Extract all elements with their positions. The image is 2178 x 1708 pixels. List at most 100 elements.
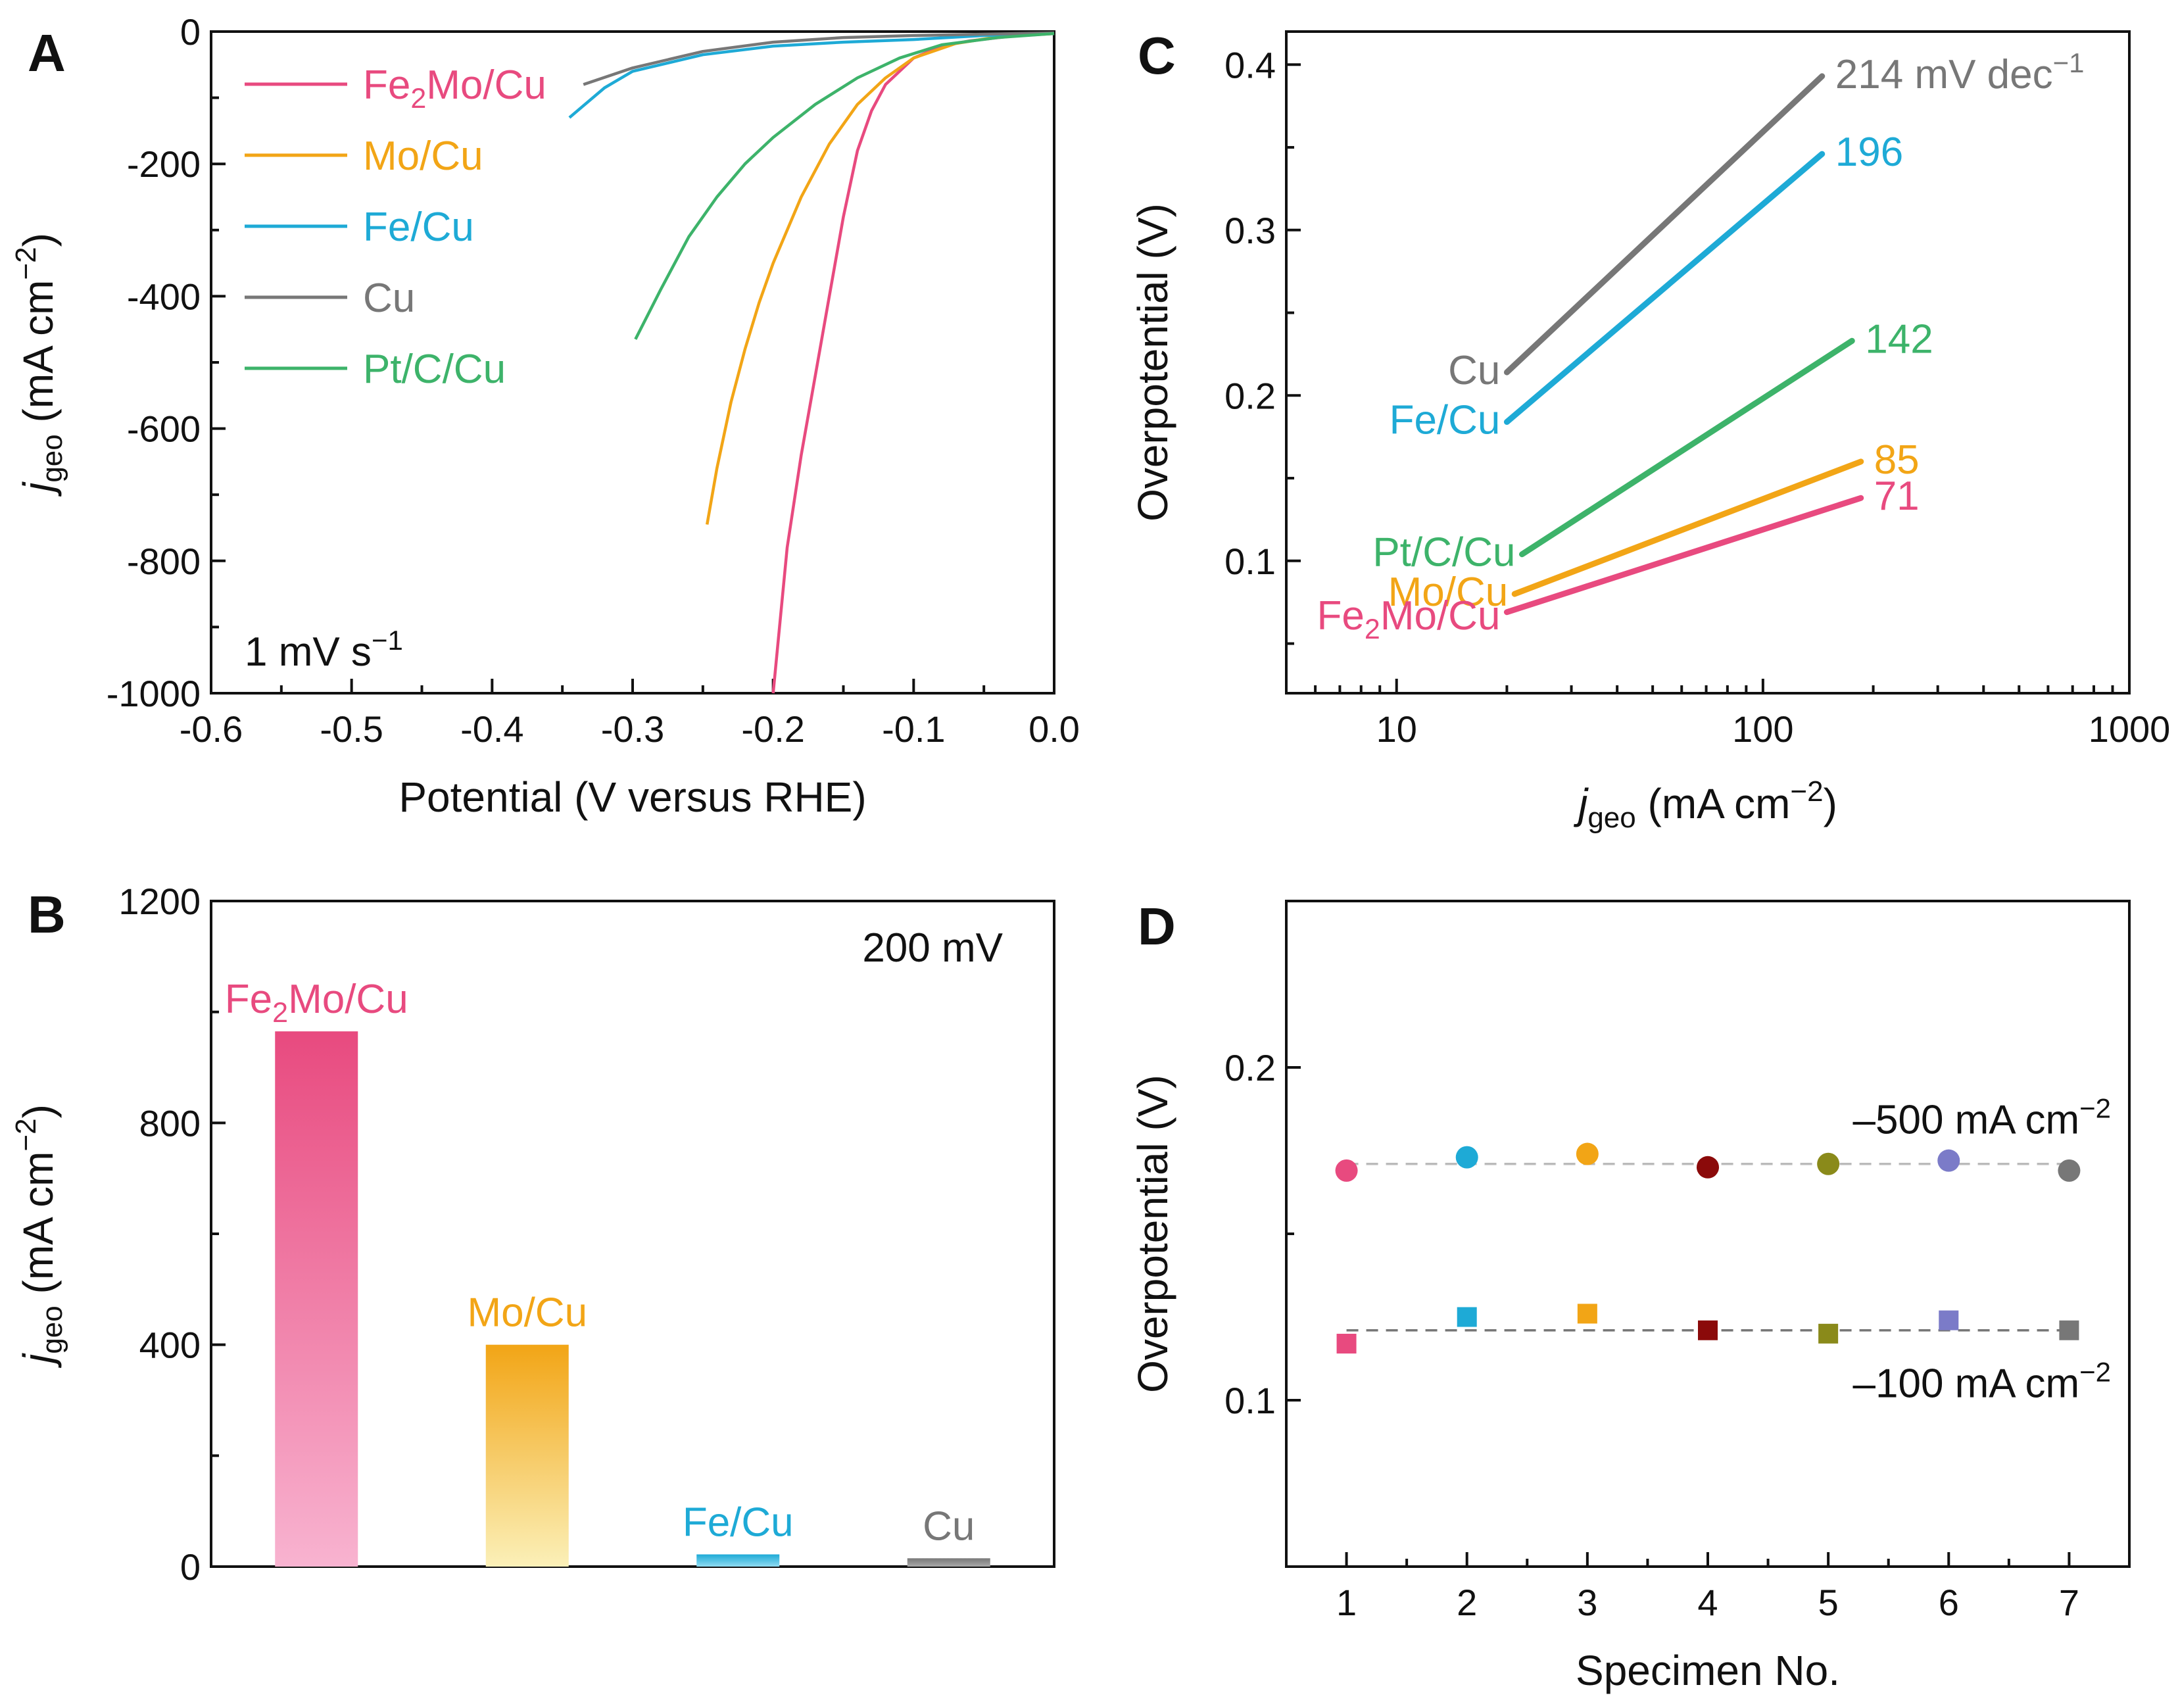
panel-a-ytick-label: -200: [127, 143, 201, 185]
panel-c-label-4-rest: Mo/Cu: [1380, 593, 1501, 639]
panel-c-tafel-value: 85: [1874, 437, 1920, 483]
panel-label-b: B: [28, 885, 66, 944]
panel-d-point-1-4: [1818, 1323, 1839, 1344]
panel-d-point-1-6: [2059, 1320, 2079, 1340]
panel-c-label-4-main: Fe: [1317, 593, 1365, 639]
panel-c-label-1-main: Fe/Cu: [1390, 398, 1501, 443]
panel-c-tafel-value: 71: [1874, 474, 1920, 519]
panel-b-bar-label-0-rest: Mo/Cu: [288, 977, 408, 1022]
panel-b-bar-2: [696, 1554, 780, 1567]
panel-d-series-label-main: –500 mA cm: [1853, 1098, 2080, 1143]
panel-d-series-label-sup: −2: [2079, 1093, 2111, 1124]
panel-c-label-2: Pt/C/Cu: [1372, 530, 1515, 575]
panel-b-bar-label-3: Cu: [923, 1503, 975, 1549]
panel-d-point-0-2: [1576, 1142, 1599, 1165]
panel-c-ytick-label: 0.2: [1224, 375, 1276, 416]
panel-c-tafel-sup: −1: [2053, 47, 2085, 78]
panel-d-point-0-1: [1455, 1146, 1478, 1169]
panel-a-xtick-label: -0.5: [320, 708, 383, 750]
panel-d-ylabel: Overpotential (V): [1129, 1075, 1176, 1393]
panel-d-series-label-main: –100 mA cm: [1853, 1361, 2080, 1407]
panel-a-legend-label-2: Fe/Cu: [363, 205, 474, 250]
panel-b-bar-label-3-main: Cu: [923, 1503, 975, 1549]
panel-d-xtick-label: 2: [1457, 1582, 1477, 1623]
panel-c-xtick-label: 10: [1376, 708, 1417, 750]
panel-d-point-1-0: [1336, 1333, 1357, 1354]
panel-a-scan-rate: 1 mV s−1: [245, 625, 403, 675]
panel-b-bar-3: [907, 1558, 990, 1567]
panel-a-legend-label-2-main: Fe/Cu: [363, 205, 474, 250]
panel-c-line-3: [1511, 458, 1864, 597]
panel-c-label-4-sub: 2: [1365, 614, 1380, 645]
panel-b-ytick-label: 400: [139, 1325, 201, 1366]
panel-c-label-0-main: Cu: [1448, 348, 1500, 393]
panel-a: A Potential (V versus RHE) jgeo (mA cm−2…: [10, 11, 1080, 821]
panel-d-point-1-1: [1457, 1307, 1477, 1327]
panel-d-point-1-2: [1577, 1304, 1597, 1324]
panel-c-frame: [1285, 30, 2131, 695]
panel-c-ylabel: Overpotential (V): [1129, 203, 1176, 522]
panel-c-label-0: Cu: [1448, 348, 1500, 393]
panel-d-ytick-label: 0.2: [1224, 1047, 1276, 1088]
panel-b-bar-label-1-main: Mo/Cu: [467, 1290, 587, 1336]
panel-d-xtick-label: 1: [1336, 1582, 1357, 1623]
panel-d: D Specimen No. Overpotential (V) 1 2 3 4 5 6 7…: [1129, 897, 2131, 1694]
panel-a-ytick-label: -400: [127, 276, 201, 317]
panel-d-xlabel: Specimen No.: [1576, 1647, 1840, 1694]
panel-a-ytick-label: -800: [127, 541, 201, 582]
panel-a-line-3: [583, 31, 1055, 86]
panel-c-line-1: [1503, 151, 1826, 426]
panel-d-frame: [1285, 900, 2131, 1568]
panel-c-label-3-main: Mo/Cu: [1388, 570, 1509, 615]
panel-d-point-0-0: [1335, 1159, 1358, 1182]
panel-b-bar-label-0-main: Fe: [225, 977, 272, 1022]
panel-b-bar-0: [275, 1031, 358, 1567]
panel-c-line-0: [1503, 73, 1826, 376]
panel-d-xtick-label: 4: [1697, 1582, 1718, 1623]
panel-c-tafel-3: 85: [1874, 437, 1920, 483]
panel-c-label-4: Fe2Mo/Cu: [1317, 593, 1501, 645]
panel-d-xtick-label: 6: [1939, 1582, 1959, 1623]
panel-b-bar-label-2: Fe/Cu: [683, 1500, 794, 1545]
panel-d-series-label-sup: −2: [2079, 1357, 2111, 1388]
panel-a-legend-label-0-rest: Mo/Cu: [426, 62, 546, 108]
panel-a-ytick-label: -1000: [107, 673, 201, 714]
panel-d-xtick-label: 3: [1577, 1582, 1597, 1623]
panel-b-bar-label-0: Fe2Mo/Cu: [225, 977, 408, 1029]
panel-c-label-1: Fe/Cu: [1390, 398, 1501, 443]
panel-c-xlabel: jgeo (mA cm−2): [1573, 775, 1837, 834]
panel-d-point-1-5: [1939, 1310, 1959, 1330]
panel-c-tafel-4: 71: [1874, 474, 1920, 519]
panel-a-line-1: [705, 32, 1055, 525]
panel-d-point-1-3: [1698, 1320, 1718, 1340]
panel-c-ytick-label: 0.4: [1224, 44, 1276, 85]
panel-d-ytick-label: 0.1: [1224, 1380, 1276, 1421]
panel-a-xlabel: Potential (V versus RHE): [399, 773, 866, 821]
panel-c: C jgeo (mA cm−2) Overpotential (V) 10 100…: [1129, 26, 2170, 834]
panel-c-xtick-label: 1000: [2089, 708, 2171, 750]
panel-b-bar-1: [485, 1344, 569, 1567]
panel-a-line-0: [771, 32, 1055, 694]
panel-c-tafel-value: 196: [1835, 130, 1903, 175]
panel-c-tafel-value: 142: [1865, 316, 1933, 362]
panel-a-legend-label-3: Cu: [363, 276, 415, 321]
panel-d-series-label-0: –500 mA cm−2: [1853, 1093, 2112, 1143]
panel-d-point-0-4: [1817, 1152, 1840, 1175]
panel-label-c: C: [1138, 26, 1176, 85]
panel-a-xtick-label: -0.1: [882, 708, 946, 750]
panel-label-a: A: [28, 24, 66, 82]
panel-c-line-4: [1503, 495, 1864, 616]
panel-b-ytick-label: 800: [139, 1102, 201, 1144]
panel-c-line-2: [1518, 337, 1855, 558]
panel-d-xtick-label: 7: [2059, 1582, 2079, 1623]
panel-c-ytick-label: 0.1: [1224, 541, 1276, 582]
panel-b-bar-label-0-sub: 2: [272, 997, 288, 1029]
panel-a-legend-label-4-main: Pt/C/Cu: [363, 347, 506, 392]
panel-d-point-0-6: [2058, 1159, 2081, 1182]
panel-a-ylabel: jgeo (mA cm−2): [10, 233, 68, 497]
panel-c-tafel-2: 142: [1865, 316, 1933, 362]
panel-a-line-2: [568, 32, 1055, 119]
panel-c-label-2-main: Pt/C/Cu: [1372, 530, 1515, 575]
